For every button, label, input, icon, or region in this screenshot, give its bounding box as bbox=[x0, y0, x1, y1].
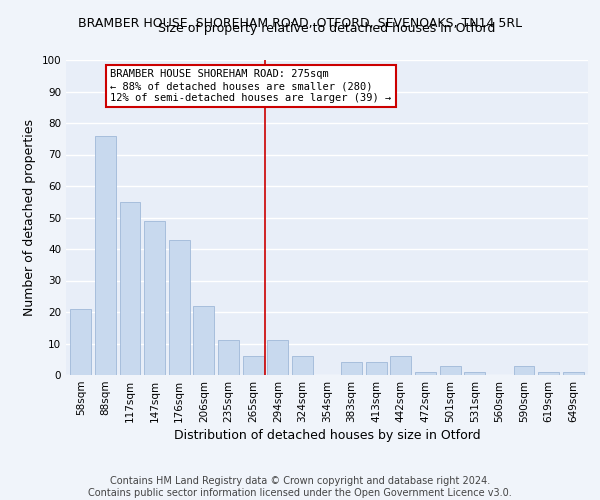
Text: Contains HM Land Registry data © Crown copyright and database right 2024.
Contai: Contains HM Land Registry data © Crown c… bbox=[88, 476, 512, 498]
Bar bbox=[366, 362, 387, 375]
Bar bbox=[514, 366, 535, 375]
Bar bbox=[242, 356, 263, 375]
Bar bbox=[119, 202, 140, 375]
Bar bbox=[341, 362, 362, 375]
Text: BRAMBER HOUSE, SHOREHAM ROAD, OTFORD, SEVENOAKS, TN14 5RL: BRAMBER HOUSE, SHOREHAM ROAD, OTFORD, SE… bbox=[78, 18, 522, 30]
Bar bbox=[415, 372, 436, 375]
Bar bbox=[70, 309, 91, 375]
Text: BRAMBER HOUSE SHOREHAM ROAD: 275sqm
← 88% of detached houses are smaller (280)
1: BRAMBER HOUSE SHOREHAM ROAD: 275sqm ← 88… bbox=[110, 70, 392, 102]
Bar bbox=[538, 372, 559, 375]
Bar bbox=[218, 340, 239, 375]
Title: Size of property relative to detached houses in Otford: Size of property relative to detached ho… bbox=[158, 22, 496, 35]
Bar bbox=[440, 366, 461, 375]
Bar bbox=[169, 240, 190, 375]
Bar bbox=[292, 356, 313, 375]
Bar bbox=[464, 372, 485, 375]
Bar bbox=[193, 306, 214, 375]
Bar bbox=[144, 220, 165, 375]
Bar bbox=[563, 372, 584, 375]
Y-axis label: Number of detached properties: Number of detached properties bbox=[23, 119, 36, 316]
Bar bbox=[267, 340, 288, 375]
Bar bbox=[95, 136, 116, 375]
X-axis label: Distribution of detached houses by size in Otford: Distribution of detached houses by size … bbox=[173, 429, 481, 442]
Bar bbox=[391, 356, 412, 375]
